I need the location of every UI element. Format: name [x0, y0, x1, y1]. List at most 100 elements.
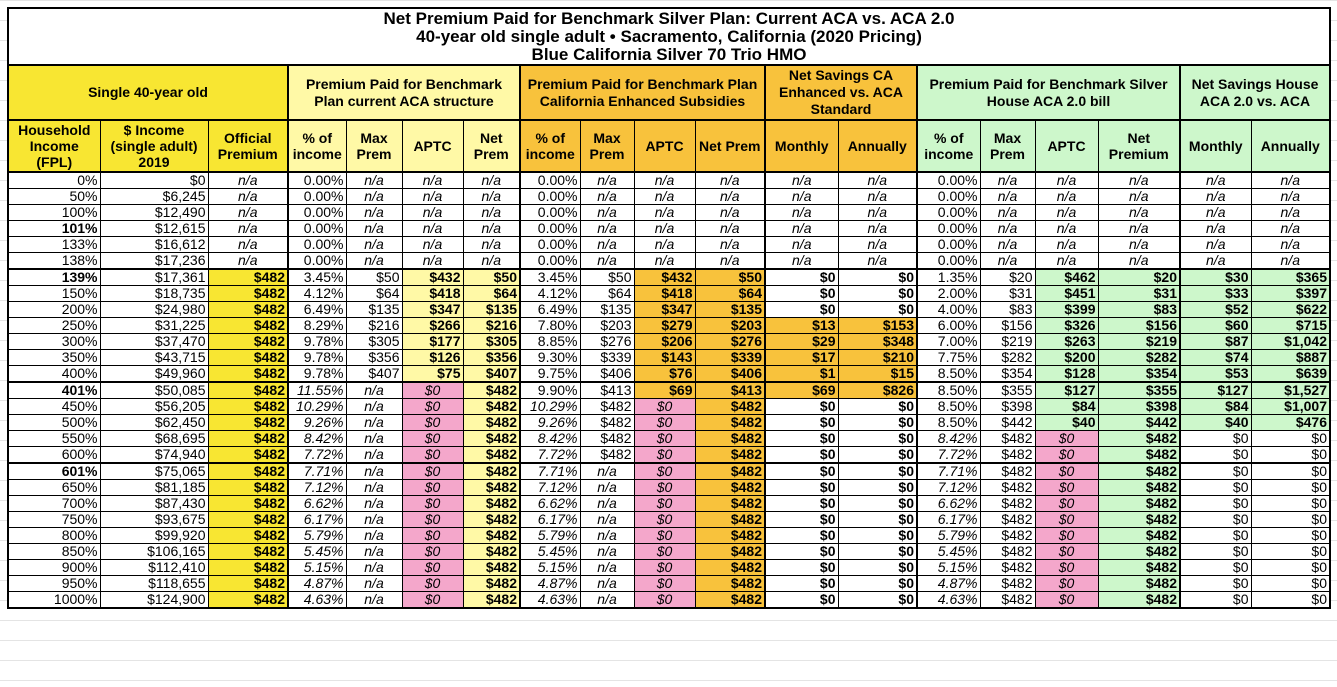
cell-income: $24,980: [99, 301, 209, 318]
table-row: 138% $17,236 n/a 0.00% n/a n/a n/a 0.00% n/a n/a n…: [7, 252, 1331, 270]
column-header-house-savings-monthly: Monthly: [1179, 119, 1252, 173]
cell-house-max-prem: $398: [979, 398, 1036, 415]
cell-house-pct-income: 1.35%: [916, 268, 981, 286]
cell-house-max-prem: n/a: [979, 252, 1036, 270]
cell-house-max-prem: $482: [979, 511, 1036, 528]
cell-house-savings-annually: n/a: [1250, 171, 1331, 189]
cell-income: $0: [99, 171, 209, 189]
cell-house-pct-income: 6.00%: [916, 317, 981, 334]
cell-income: $50,085: [99, 381, 209, 399]
title-line-1: Net Premium Paid for Benchmark Silver Pl…: [383, 8, 955, 28]
cell-house-pct-income: 7.75%: [916, 349, 981, 366]
cell-current-pct-income: 8.29%: [287, 317, 347, 334]
group-ca-net-savings: Net Savings CA Enhanced vs. ACA Standard: [764, 64, 918, 121]
cell-current-pct-income: 3.45%: [287, 268, 347, 286]
cell-fpl: 450%: [7, 398, 101, 415]
cell-current-net-prem: n/a: [462, 188, 521, 205]
cell-house-pct-income: 7.72%: [916, 446, 981, 464]
cell-house-savings-monthly: n/a: [1179, 171, 1252, 189]
column-header-ca-net-prem: Net Prem: [694, 119, 766, 173]
cell-ca-max-prem: n/a: [579, 511, 635, 528]
cell-ca-aptc: n/a: [633, 188, 696, 205]
cell-house-pct-income: 0.00%: [916, 204, 981, 221]
group-current-aca: Premium Paid for Benchmark Plan current …: [287, 64, 521, 121]
cell-house-net-premium: $282: [1097, 349, 1181, 366]
cell-current-max-prem: n/a: [345, 430, 403, 447]
cell-house-savings-monthly: n/a: [1179, 252, 1252, 270]
cell-house-savings-monthly: n/a: [1179, 220, 1252, 237]
cell-ca-net-prem: $276: [694, 333, 766, 350]
cell-current-max-prem: $64: [345, 285, 403, 302]
cell-current-aptc: $0: [401, 430, 464, 447]
cell-ca-net-prem: $406: [694, 365, 766, 383]
cell-ca-savings-annually: $0: [837, 591, 918, 609]
cell-current-aptc: $0: [401, 527, 464, 544]
cell-official-premium: $482: [207, 479, 289, 496]
cell-house-savings-monthly: $53: [1179, 365, 1252, 383]
cell-ca-net-prem: n/a: [694, 171, 766, 189]
cell-house-savings-annually: $622: [1250, 301, 1331, 318]
cell-official-premium: $482: [207, 527, 289, 544]
cell-fpl: 950%: [7, 575, 101, 592]
cell-house-savings-annually: $0: [1250, 543, 1331, 560]
cell-house-savings-annually: $0: [1250, 495, 1331, 512]
cell-ca-aptc: $418: [633, 285, 696, 302]
cell-house-max-prem: $482: [979, 462, 1036, 480]
cell-house-savings-annually: $0: [1250, 446, 1331, 464]
cell-ca-aptc: $0: [633, 479, 696, 496]
cell-house-aptc: $0: [1034, 559, 1099, 576]
cell-ca-savings-annually: $0: [837, 301, 918, 318]
cell-house-pct-income: 8.50%: [916, 398, 981, 415]
cell-house-aptc: $326: [1034, 317, 1099, 334]
cell-house-max-prem: $482: [979, 591, 1036, 609]
table-row: 100% $12,490 n/a 0.00% n/a n/a n/a 0.00% n/a n/a n…: [7, 204, 1331, 221]
cell-house-savings-monthly: $74: [1179, 349, 1252, 366]
cell-house-pct-income: 4.00%: [916, 301, 981, 318]
cell-ca-net-prem: n/a: [694, 252, 766, 270]
cell-house-net-premium: $482: [1097, 446, 1181, 464]
cell-current-pct-income: 7.12%: [287, 479, 347, 496]
cell-current-pct-income: 0.00%: [287, 171, 347, 189]
cell-house-max-prem: $219: [979, 333, 1036, 350]
cell-ca-savings-monthly: n/a: [764, 188, 839, 205]
cell-ca-savings-annually: $0: [837, 446, 918, 464]
cell-official-premium: n/a: [207, 171, 289, 189]
cell-current-pct-income: 6.49%: [287, 301, 347, 318]
cell-current-pct-income: 7.71%: [287, 462, 347, 480]
cell-ca-max-prem: n/a: [579, 559, 635, 576]
cell-income: $12,615: [99, 220, 209, 237]
title-line-3: Blue California Silver 70 Trio HMO: [531, 44, 807, 64]
cell-house-pct-income: 0.00%: [916, 236, 981, 253]
cell-current-net-prem: n/a: [462, 171, 521, 189]
group-header-row: Single 40-year old Premium Paid for Benc…: [7, 64, 1331, 121]
cell-ca-savings-annually: $0: [837, 268, 918, 286]
cell-ca-savings-annually: $0: [837, 527, 918, 544]
cell-ca-savings-annually: $0: [837, 559, 918, 576]
cell-house-net-premium: $355: [1097, 381, 1181, 399]
cell-ca-pct-income: 0.00%: [519, 171, 581, 189]
table-row: 601% $75,065 $482 7.71% n/a $0 $482 7.71% n/a $0 $…: [7, 462, 1331, 480]
cell-house-max-prem: $282: [979, 349, 1036, 366]
cell-official-premium: $482: [207, 430, 289, 447]
cell-ca-net-prem: n/a: [694, 236, 766, 253]
cell-ca-savings-annually: $0: [837, 414, 918, 431]
cell-house-pct-income: 4.63%: [916, 591, 981, 609]
cell-house-savings-monthly: $0: [1179, 479, 1252, 496]
cell-ca-savings-annually: n/a: [837, 204, 918, 221]
cell-house-savings-monthly: n/a: [1179, 204, 1252, 221]
cell-house-savings-monthly: $0: [1179, 511, 1252, 528]
cell-ca-savings-monthly: $0: [764, 414, 839, 431]
cell-current-pct-income: 5.15%: [287, 559, 347, 576]
cell-house-aptc: n/a: [1034, 188, 1099, 205]
cell-house-savings-annually: n/a: [1250, 188, 1331, 205]
column-header-ca-max-prem: Max Prem: [579, 119, 635, 173]
cell-ca-pct-income: 0.00%: [519, 236, 581, 253]
table-row: 700% $87,430 $482 6.62% n/a $0 $482 6.62% n/a $0 $…: [7, 495, 1331, 512]
title-line-2: 40-year old single adult • Sacramento, C…: [416, 26, 922, 46]
cell-house-savings-annually: $639: [1250, 365, 1331, 383]
cell-ca-pct-income: 3.45%: [519, 268, 581, 286]
cell-current-net-prem: $482: [462, 381, 521, 399]
cell-ca-aptc: $0: [633, 398, 696, 415]
cell-current-max-prem: n/a: [345, 462, 403, 480]
cell-income: $87,430: [99, 495, 209, 512]
